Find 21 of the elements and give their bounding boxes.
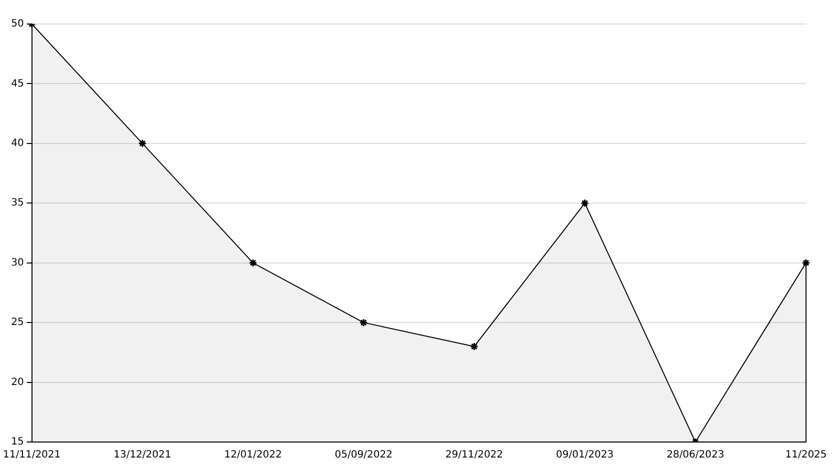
y-tick-label: 50 (11, 18, 24, 30)
y-tick-label: 40 (11, 138, 24, 150)
x-tick-label: 05/09/2022 (334, 450, 392, 461)
point (470, 342, 478, 351)
y-tick-label: 25 (11, 317, 24, 328)
x-tick-label: 28/06/2023 (666, 450, 724, 461)
x-tick-label: 11/2025 (785, 450, 827, 461)
point (138, 139, 147, 148)
point (580, 198, 590, 208)
x-tick-label: 11/11/2021 (3, 450, 61, 461)
y-tick-label: 30 (11, 257, 24, 268)
x-tick-label: 09/01/2023 (556, 450, 614, 461)
x-tick-label: 12/01/2022 (224, 450, 282, 461)
y-tick-label: 35 (11, 198, 24, 209)
x-tick-label: 29/11/2022 (445, 450, 504, 461)
x-tick-label: 13/12/2021 (114, 450, 172, 461)
point (248, 258, 258, 268)
y-tick-label: 45 (11, 78, 24, 90)
point (359, 318, 368, 327)
y-tick-label: 20 (11, 376, 24, 388)
y-tick-label: 15 (11, 436, 24, 448)
